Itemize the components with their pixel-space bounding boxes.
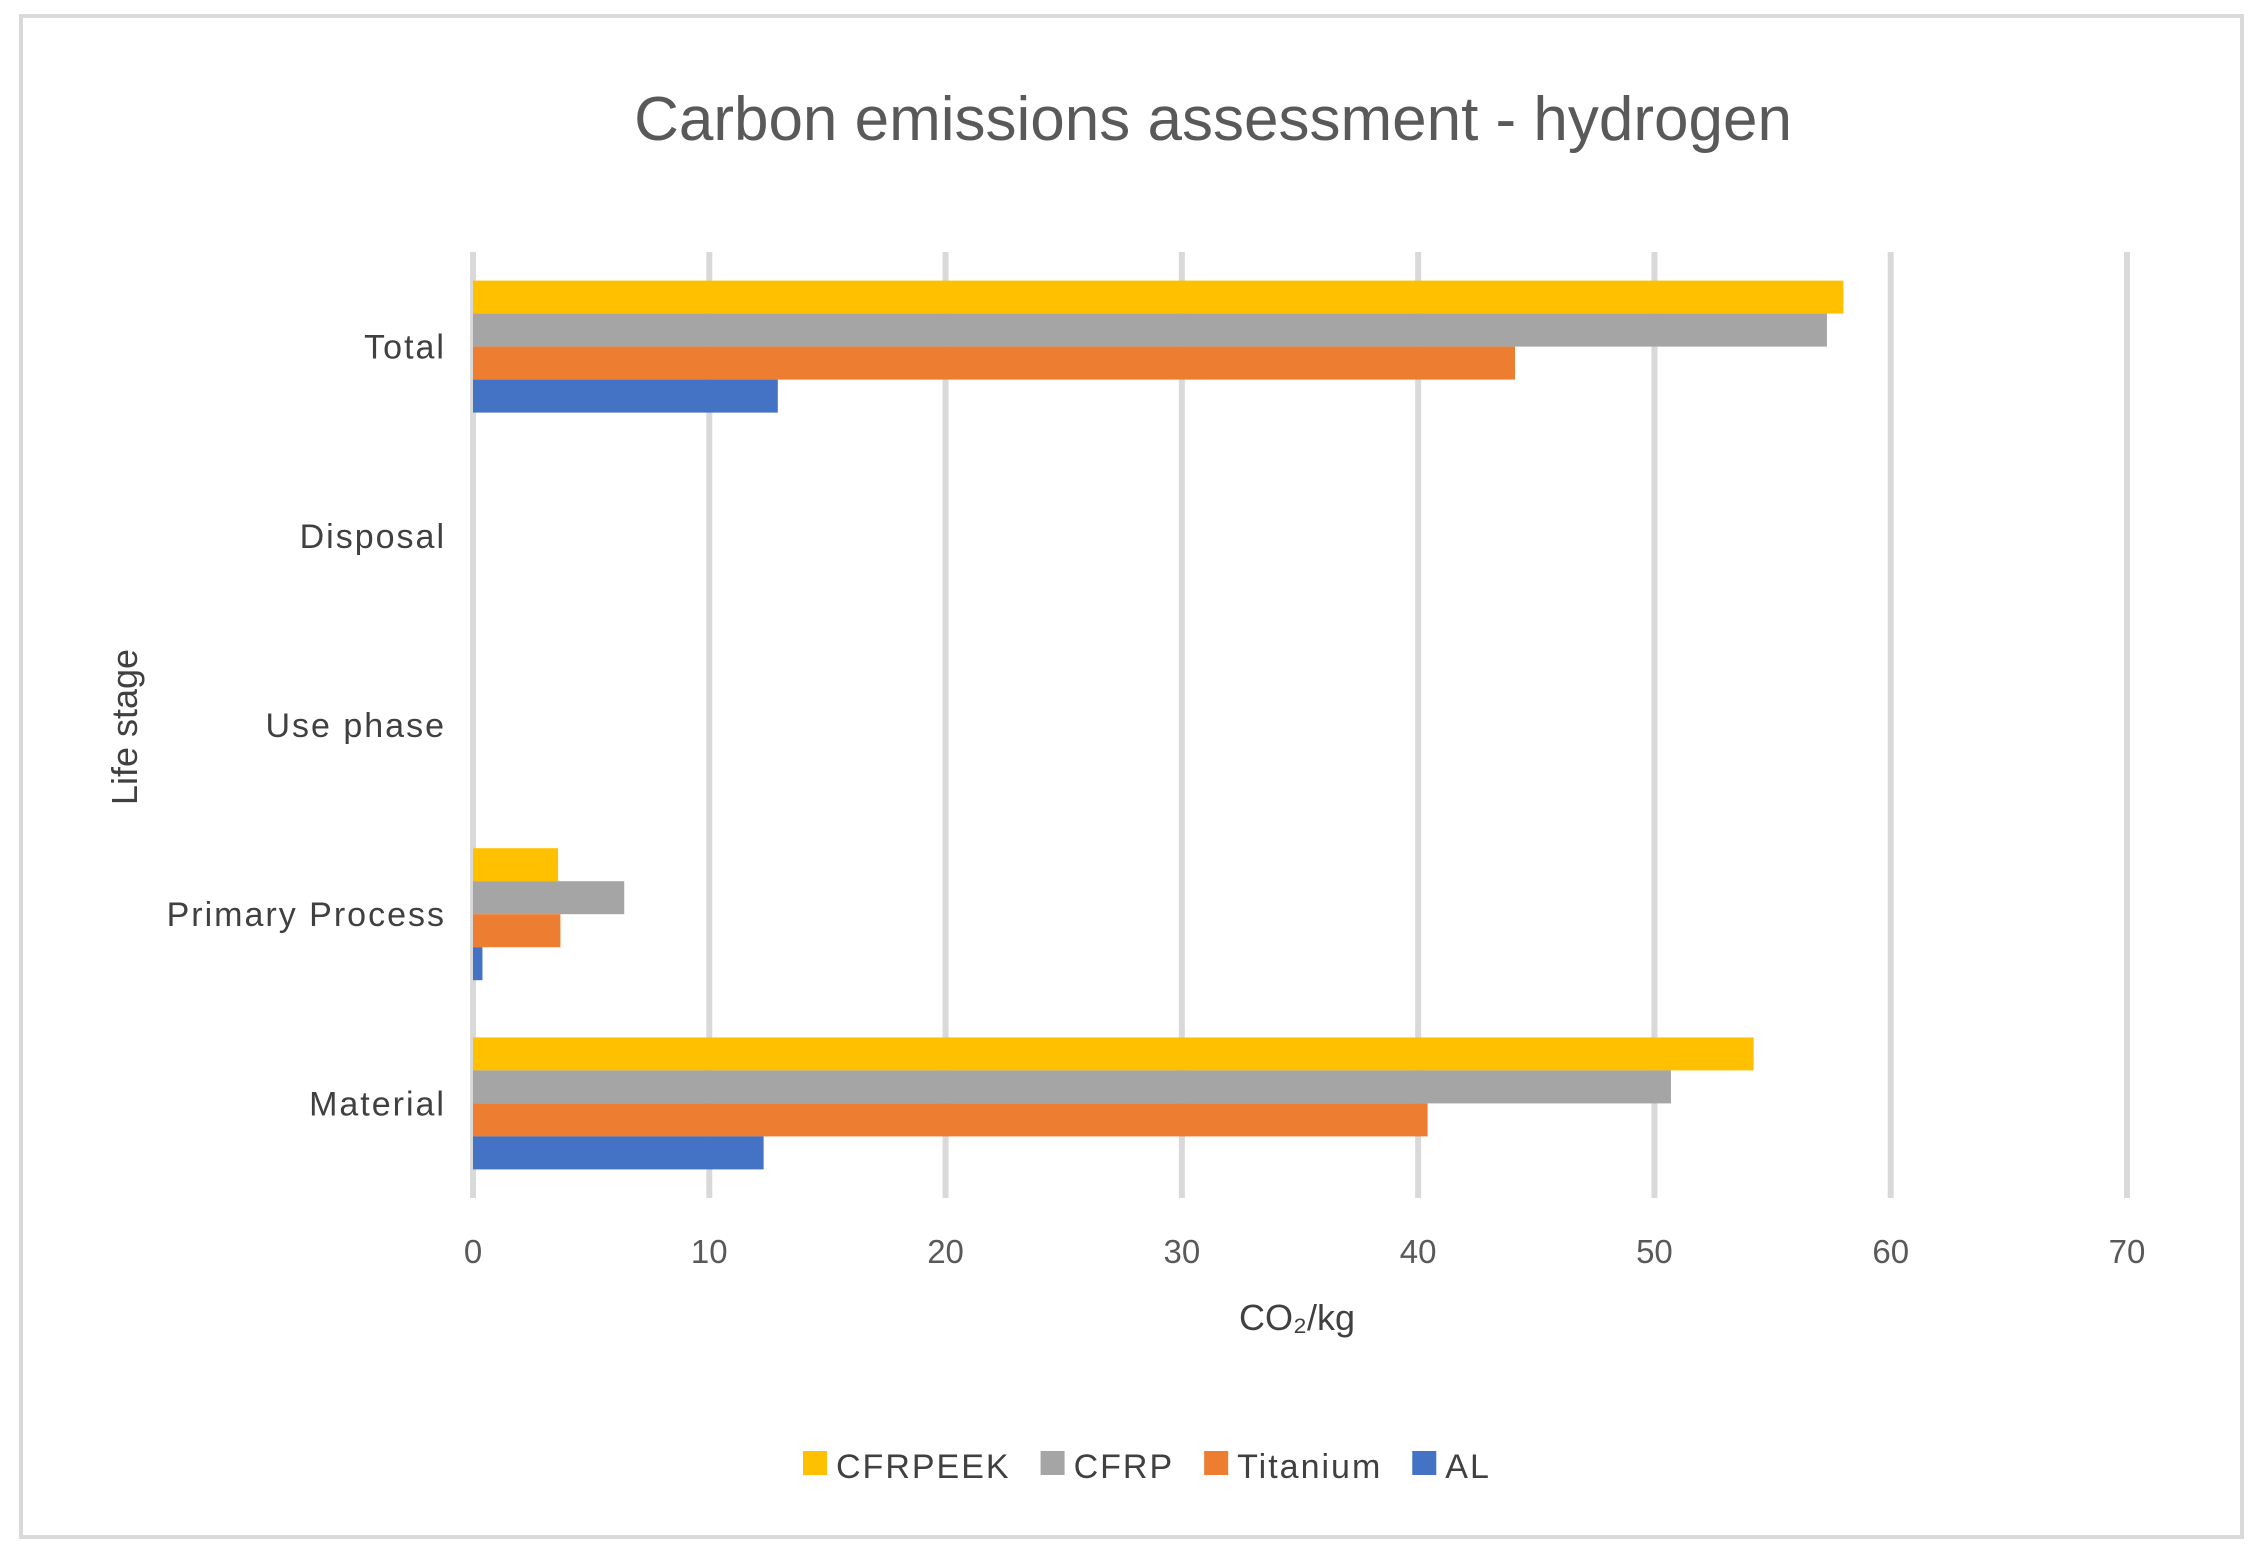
x-tick-label-20: 20 <box>927 1233 964 1270</box>
category-label-use-phase: Use phase <box>265 707 446 745</box>
legend-swatch-cfrpeek <box>803 1451 827 1475</box>
category-labels: Material Primary Process Use phase Disposal… <box>167 329 446 1124</box>
y-axis-title: Life stage <box>104 649 145 805</box>
bar-al-total <box>473 379 778 413</box>
x-tick-label-0: 0 <box>464 1233 482 1270</box>
bar-cfrp-primary-process <box>473 881 625 915</box>
chart-frame <box>19 14 2244 1539</box>
bar-cfrp-material <box>473 1070 1671 1104</box>
legend-swatch-cfrp <box>1040 1451 1065 1475</box>
bar-cfrpeek-primary-process <box>473 848 559 882</box>
legend: CFRPEEK CFRP Titanium AL <box>803 1448 1491 1486</box>
x-tick-label-30: 30 <box>1163 1233 1200 1270</box>
x-axis-title: CO₂/kg <box>1239 1297 1355 1338</box>
category-label-total: Total <box>364 329 446 367</box>
legend-label-cfrpeek: CFRPEEK <box>836 1448 1011 1486</box>
x-tick-label-10: 10 <box>691 1233 728 1270</box>
legend-label-cfrp: CFRP <box>1074 1448 1175 1486</box>
legend-label-al: AL <box>1445 1448 1491 1486</box>
legend-swatch-al <box>1412 1451 1437 1475</box>
category-label-primary-process: Primary Process <box>167 896 446 934</box>
bar-titanium-material <box>473 1103 1428 1137</box>
bars <box>473 280 1844 1170</box>
bar-titanium-primary-process <box>473 914 561 948</box>
legend-label-titanium: Titanium <box>1237 1448 1382 1486</box>
x-tick-label-70: 70 <box>2109 1233 2146 1270</box>
bar-cfrpeek-total <box>473 280 1844 314</box>
bar-al-material <box>473 1136 764 1170</box>
legend-swatch-titanium <box>1204 1451 1229 1475</box>
bar-al-primary-process <box>473 947 483 981</box>
category-label-disposal: Disposal <box>300 518 446 556</box>
chart-title: Carbon emissions assessment - hydrogen <box>634 85 1792 154</box>
x-tick-label-50: 50 <box>1636 1233 1673 1270</box>
x-tick-labels: 0 10 20 30 40 50 60 70 <box>464 1233 2146 1270</box>
x-tick-label-40: 40 <box>1400 1233 1437 1270</box>
bar-cfrpeek-material <box>473 1037 1754 1071</box>
bar-titanium-total <box>473 346 1516 380</box>
x-tick-label-60: 60 <box>1872 1233 1909 1270</box>
bar-cfrp-total <box>473 313 1827 347</box>
category-label-material: Material <box>309 1085 446 1123</box>
